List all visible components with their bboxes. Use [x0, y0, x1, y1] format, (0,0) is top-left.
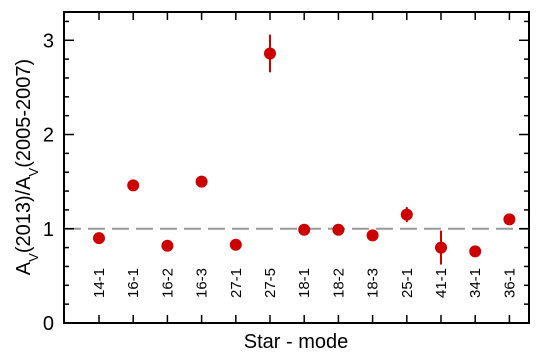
data-point — [93, 232, 105, 245]
data-point — [400, 208, 413, 221]
category-label: 18-1 — [296, 268, 313, 298]
data-point — [366, 229, 379, 242]
category-label: 25-1 — [399, 268, 416, 298]
data-point — [127, 179, 140, 192]
category-label: 14-1 — [91, 268, 108, 298]
category-label: 16-3 — [194, 268, 211, 298]
data-point — [298, 223, 311, 236]
data-point — [264, 47, 276, 60]
category-label: 27-5 — [262, 268, 279, 298]
data-point — [503, 213, 516, 226]
category-label: 36-1 — [501, 268, 518, 298]
category-label: 18-2 — [330, 268, 347, 298]
data-point — [229, 238, 242, 251]
category-label: 27-1 — [228, 268, 245, 298]
data-point — [195, 175, 208, 188]
category-label: 41-1 — [433, 268, 450, 298]
y-axis-title: AV(2013)/AV(2005-2007) — [13, 59, 41, 275]
category-label: 18-3 — [365, 268, 382, 298]
data-point — [469, 245, 482, 258]
y-tick-label: 3 — [43, 30, 54, 52]
plot-frame — [63, 11, 530, 324]
y-tick-label: 1 — [43, 219, 54, 241]
category-label: 16-1 — [125, 268, 142, 298]
category-label: 34-1 — [467, 268, 484, 298]
data-point — [161, 239, 174, 252]
data-point — [332, 223, 345, 236]
y-tick-label: 0 — [43, 313, 54, 335]
data-point — [435, 241, 447, 254]
y-tick-label: 2 — [43, 125, 54, 147]
category-label: 16-2 — [159, 268, 176, 298]
x-axis-title: Star - mode — [244, 331, 348, 353]
